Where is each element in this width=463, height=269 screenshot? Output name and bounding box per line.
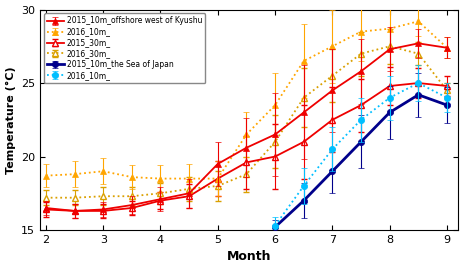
X-axis label: Month: Month <box>226 250 271 263</box>
Y-axis label: Temperature (°C): Temperature (°C) <box>6 66 16 174</box>
Legend: 2015_10m_offshore west of Kyushu, 2016_10m_, 2015_30m_, 2016_30m_, 2015_10m_the : 2015_10m_offshore west of Kyushu, 2016_1… <box>44 13 205 83</box>
